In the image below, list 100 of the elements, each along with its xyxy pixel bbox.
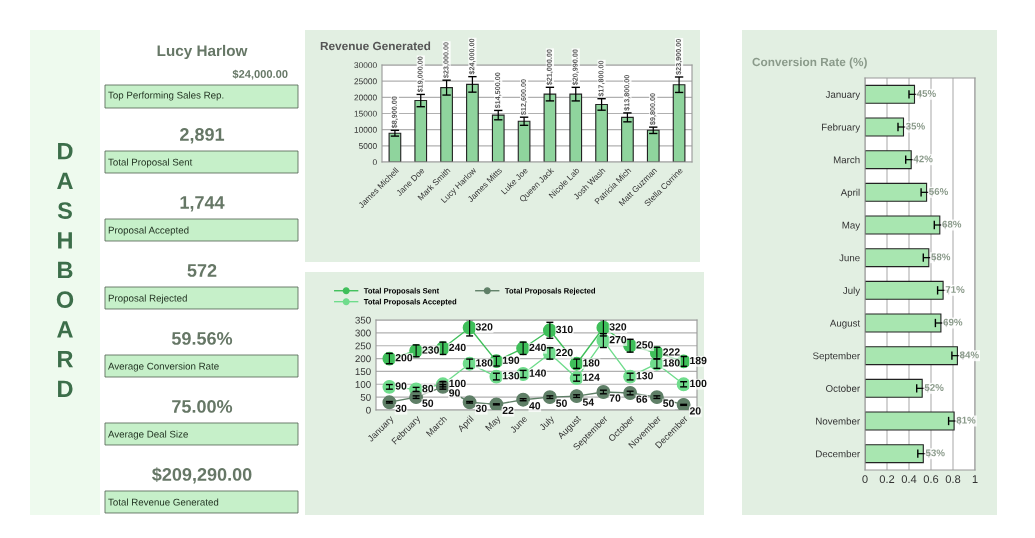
x-tick-label: 0.4 — [901, 475, 917, 484]
data-label: 68% — [942, 220, 962, 228]
data-label: 180 — [583, 359, 600, 367]
text: 75.00% — [172, 400, 233, 413]
data-label: 56% — [929, 188, 948, 195]
data-label: 90 — [449, 389, 460, 397]
y-tick-label: 300 — [355, 329, 371, 337]
data-label: 130 — [636, 371, 653, 380]
data-label: 40 — [529, 402, 541, 410]
x-tick-label: July — [538, 414, 556, 433]
bar — [672, 84, 686, 162]
chart-title: Revenue Generated — [320, 41, 431, 51]
text: Total Revenue Generated — [108, 498, 219, 506]
y-tick-label: 25000 — [354, 78, 377, 85]
data-label: 81% — [956, 416, 976, 424]
bar — [595, 103, 608, 162]
text: Total Proposal Sent — [108, 158, 193, 168]
data-label: 22 — [502, 406, 514, 414]
data-label: 90 — [395, 382, 407, 390]
bar — [491, 114, 505, 162]
data-label: 270 — [609, 335, 627, 344]
bar — [414, 100, 428, 162]
data-label: 80 — [422, 384, 434, 393]
chart-title: DASHBOARD — [56, 143, 74, 397]
y-tick-label: 250 — [355, 342, 371, 350]
y-tick-label: May — [842, 221, 861, 231]
text: $209,290.00 — [152, 467, 252, 484]
data-label: 189 — [690, 356, 707, 365]
x-tick-label: 0 — [862, 475, 868, 484]
bar — [517, 120, 531, 162]
y-tick-label: 15000 — [354, 110, 377, 117]
bar — [865, 150, 912, 170]
x-tick-label: 0.2 — [879, 475, 895, 484]
data-label: 230 — [422, 346, 439, 354]
data-label: 190 — [502, 356, 520, 364]
y-tick-label: 350 — [355, 316, 371, 324]
bar — [646, 129, 660, 162]
text: Proposal Rejected — [108, 294, 187, 304]
bar — [865, 346, 958, 366]
text: 572 — [187, 264, 217, 277]
x-tick-label: 1 — [972, 475, 978, 483]
bar — [466, 83, 479, 162]
data-label: 140 — [529, 369, 546, 377]
text: Average Deal Size — [108, 430, 188, 440]
text: Average Conversion Rate — [108, 362, 219, 372]
y-tick-label: 0 — [372, 159, 377, 166]
y-tick-label: 0 — [366, 406, 371, 414]
data-label: 320 — [609, 323, 627, 331]
y-tick-label: February — [822, 123, 861, 133]
text: $24,000.00 — [232, 69, 288, 80]
data-label: 50 — [556, 399, 567, 407]
data-label: 69% — [943, 318, 963, 326]
text: 1,744 — [180, 196, 225, 212]
y-tick-label: 5000 — [358, 143, 377, 149]
data-label: 240 — [529, 343, 546, 352]
data-label: 124 — [583, 373, 600, 381]
data-label: 180 — [476, 359, 493, 367]
y-tick-label: September — [813, 352, 860, 362]
y-tick-label: 20000 — [354, 94, 377, 101]
data-label: 100 — [690, 379, 707, 388]
data-label: 220 — [556, 348, 573, 357]
y-tick-label: 50 — [360, 393, 371, 401]
data-label: 320 — [475, 323, 493, 331]
y-tick-label: March — [833, 156, 860, 164]
bar — [543, 93, 557, 162]
bar — [865, 411, 955, 431]
data-label: 53% — [925, 449, 945, 457]
text: Lucy Harlow — [157, 44, 248, 60]
y-tick-label: 150 — [355, 368, 371, 376]
data-label: 66 — [636, 395, 648, 403]
y-tick-label: 30000 — [354, 62, 377, 69]
bar — [569, 93, 583, 162]
data-label: 130 — [502, 371, 520, 380]
data-label: 50 — [422, 399, 434, 407]
data-label: 84% — [959, 351, 979, 359]
data-label: 54 — [582, 398, 595, 406]
x-tick-label: 0.8 — [945, 475, 961, 484]
data-label: 222 — [663, 348, 680, 356]
data-label: 50 — [663, 399, 674, 407]
data-label: 71% — [945, 286, 965, 293]
y-tick-label: 10000 — [354, 126, 377, 133]
text: Proposal Accepted — [108, 226, 189, 236]
data-label: 58% — [931, 253, 951, 261]
data-label: 35% — [905, 122, 925, 130]
y-tick-label: 100 — [355, 381, 371, 388]
y-tick-label: June — [839, 254, 860, 262]
data-label: 310 — [556, 325, 573, 334]
data-label: 100 — [449, 379, 466, 388]
y-tick-label: July — [843, 286, 861, 296]
text: 59.56% — [171, 332, 233, 345]
data-label: 180 — [663, 359, 680, 367]
text: 2,891 — [180, 128, 225, 144]
data-label: 45% — [916, 90, 936, 97]
data-label: 20 — [689, 407, 701, 415]
y-tick-label: December — [816, 450, 860, 458]
y-tick-label: October — [826, 384, 860, 392]
x-tick-label: 0.6 — [923, 475, 939, 484]
data-label: 240 — [449, 343, 466, 352]
data-label: 42% — [913, 155, 933, 163]
data-label: 70 — [609, 394, 621, 402]
